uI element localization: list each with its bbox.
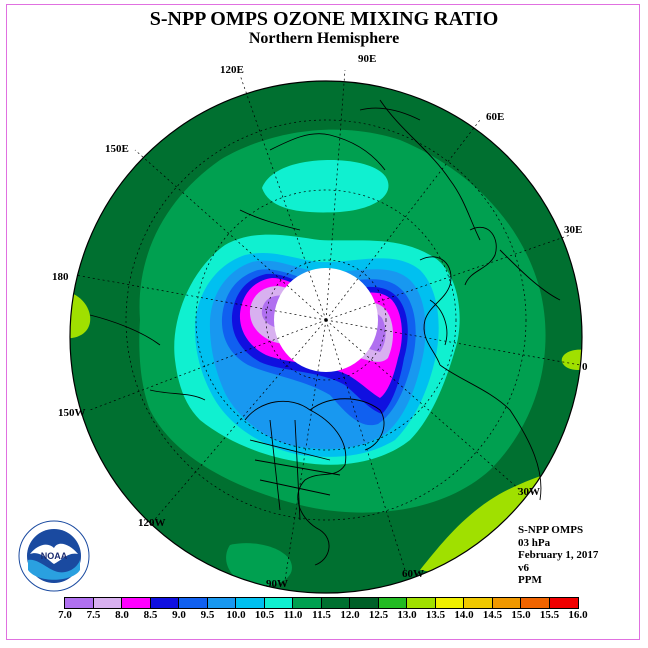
lon-label-120w: 120W: [138, 517, 166, 529]
colorbar-swatch: [492, 598, 521, 608]
colorbar-tick-label: 11.0: [283, 609, 303, 621]
noaa-logo-text: NOAA: [41, 551, 68, 561]
map-border: [69, 80, 583, 594]
colorbar-tick-label: 11.5: [312, 609, 331, 621]
colorbar-tick-label: 7.5: [86, 609, 101, 621]
colorbar-tick-label: 16.0: [568, 609, 588, 621]
contour-11-0-11-5-lower: [226, 543, 292, 587]
contour-12-0-12-5-west: [70, 290, 91, 339]
colorbar-tick-label: 7.0: [58, 609, 72, 621]
colorbar-swatch: [464, 598, 493, 608]
colorbar-swatch: [521, 598, 550, 608]
colorbar-swatch: [378, 598, 407, 608]
colorbar-tick-label: 12.5: [368, 609, 389, 621]
colorbar-swatch: [549, 598, 578, 608]
info-date: February 1, 2017: [518, 549, 599, 561]
colorbar-tick-label: 10.5: [254, 609, 275, 621]
colorbar-swatch: [236, 598, 265, 608]
page-subtitle: Northern Hemisphere: [248, 30, 400, 47]
colorbar-tick-label: 13.5: [425, 609, 446, 621]
lon-label-30e: 30E: [564, 224, 582, 236]
colorbar-ticks: 7.0 7.5 8.0 8.5 9.0 9.5 10.0 10.5 11.0 11.5 12.0 12…: [0, 609, 648, 623]
lon-label-150w: 150W: [58, 407, 86, 419]
lon-label-180: 180: [52, 271, 69, 283]
colorbar-swatch: [65, 598, 94, 608]
lon-label-90e: 90E: [358, 53, 376, 65]
colorbar-swatch: [207, 598, 236, 608]
lon-label-60w: 60W: [402, 568, 424, 580]
colorbar: [64, 597, 579, 609]
page-title: S-NPP OMPS OZONE MIXING RATIO: [149, 8, 499, 30]
lon-label-120e: 120E: [220, 64, 244, 76]
colorbar-swatch: [350, 598, 379, 608]
colorbar-tick-label: 15.5: [539, 609, 560, 621]
contour-10-5-11-0-upper: [262, 160, 389, 213]
colorbar-tick-label: 12.0: [340, 609, 360, 621]
colorbar-tick-label: 9.0: [172, 609, 186, 621]
coastlines: [89, 99, 561, 566]
colorbar-swatch: [179, 598, 208, 608]
colorbar-swatch: [93, 598, 122, 608]
info-level: 03 hPa: [518, 536, 551, 549]
colorbar-tick-label: 8.5: [143, 609, 158, 621]
lon-label-0: 0: [582, 361, 588, 373]
info-version: v6: [518, 561, 529, 574]
colorbar-tick-label: 10.0: [226, 609, 246, 621]
colorbar-tick-label: 13.0: [397, 609, 417, 621]
colorbar-swatch: [435, 598, 464, 608]
colorbar-tick-label: 8.0: [115, 609, 129, 621]
colorbar-swatch: [122, 598, 151, 608]
lon-label-60e: 60E: [486, 111, 504, 123]
colorbar-swatch: [293, 598, 322, 608]
lon-label-90w: 90W: [266, 578, 288, 590]
noaa-logo: NOAA: [18, 520, 90, 592]
colorbar-swatch: [264, 598, 293, 608]
info-instrument: S-NPP OMPS: [518, 524, 584, 536]
info-units: PPM: [518, 574, 542, 586]
colorbar-swatch: [150, 598, 179, 608]
colorbar-tick-label: 14.5: [482, 609, 503, 621]
lon-label-30w: 30W: [518, 486, 540, 498]
colorbar-swatch: [321, 598, 350, 608]
colorbar-tick-label: 9.5: [200, 609, 215, 621]
colorbar-tick-label: 15.0: [511, 609, 531, 621]
graticule: [74, 69, 581, 581]
colorbar-tick-label: 14.0: [454, 609, 474, 621]
lon-label-150e: 150E: [105, 143, 129, 155]
contour-12-0-12-5-east: [561, 349, 582, 370]
info-block: S-NPP OMPS 03 hPa February 1, 2017 v6 PP…: [518, 524, 598, 587]
colorbar-swatch: [407, 598, 436, 608]
